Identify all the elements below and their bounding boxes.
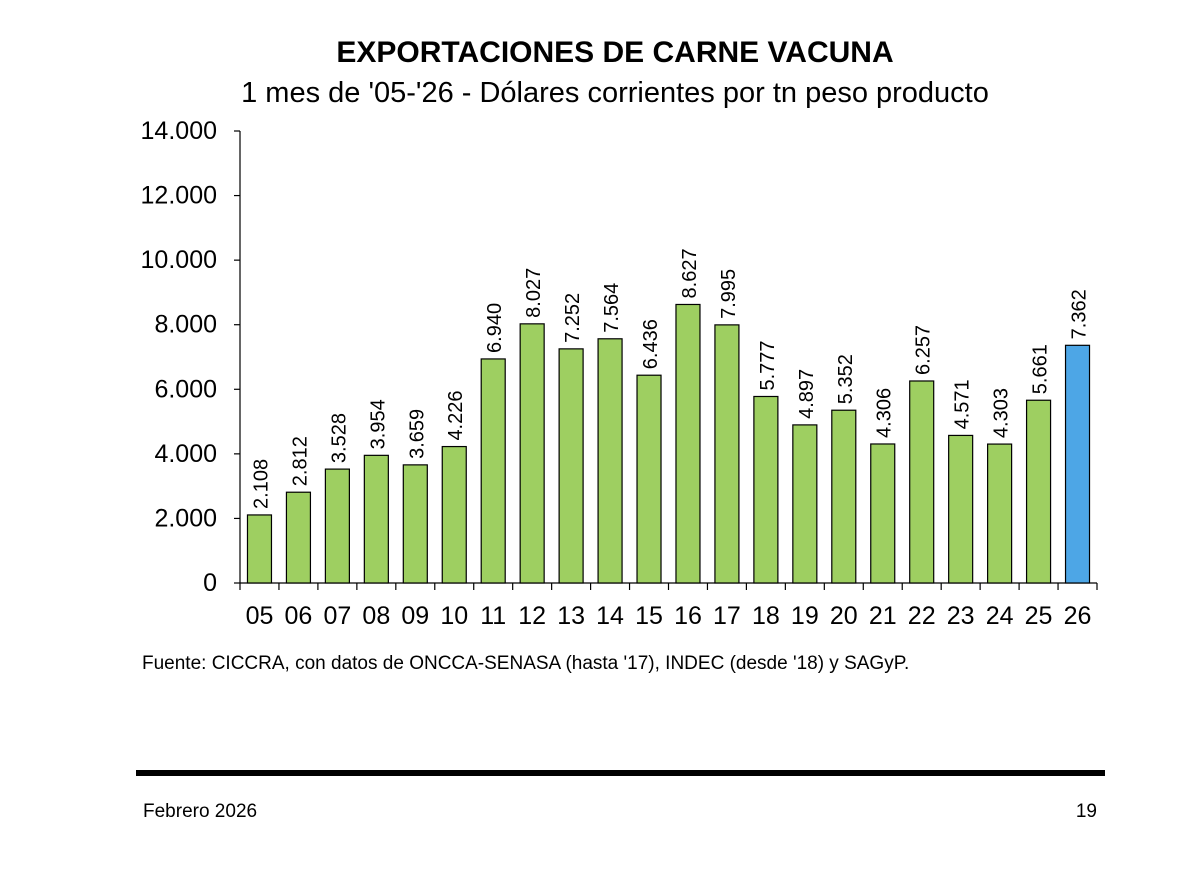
data-label: 5.352 bbox=[835, 354, 857, 404]
x-tick-label: 14 bbox=[596, 602, 624, 630]
data-label: 7.252 bbox=[562, 293, 584, 343]
data-label: 4.571 bbox=[952, 379, 974, 429]
chart-subtitle: 1 mes de '05-'26 - Dólares corrientes po… bbox=[241, 77, 989, 109]
x-tick-label: 19 bbox=[791, 602, 819, 630]
bar-22 bbox=[909, 380, 935, 584]
bar-07 bbox=[324, 468, 350, 584]
footer-date: Febrero 2026 bbox=[143, 801, 258, 822]
data-label: 7.564 bbox=[601, 283, 623, 333]
x-tick-label: 08 bbox=[362, 602, 390, 630]
data-label: 6.257 bbox=[913, 325, 935, 375]
x-tick-label: 26 bbox=[1064, 602, 1092, 630]
chart-title: EXPORTACIONES DE CARNE VACUNA bbox=[336, 36, 894, 69]
data-label: 8.027 bbox=[523, 268, 545, 318]
y-tick-label: 0 bbox=[203, 569, 217, 597]
bar-19 bbox=[792, 424, 818, 584]
data-label: 6.940 bbox=[484, 303, 506, 353]
bar-16 bbox=[675, 303, 701, 584]
bar-18 bbox=[753, 395, 779, 584]
x-tick-label: 10 bbox=[440, 602, 468, 630]
data-label: 4.306 bbox=[874, 388, 896, 438]
data-label: 2.108 bbox=[250, 459, 272, 509]
bar-09 bbox=[402, 464, 428, 584]
y-tick-label: 4.000 bbox=[154, 440, 217, 468]
y-tick-label: 6.000 bbox=[154, 375, 217, 403]
chart-labels: 0 2.000 4.000 6.000 8.000 10.000 12.000 14.000 0… bbox=[141, 117, 1092, 630]
bar-06 bbox=[285, 491, 312, 584]
data-label: 3.954 bbox=[367, 399, 389, 449]
x-tick-label: 09 bbox=[401, 602, 429, 630]
x-tick-label: 22 bbox=[908, 602, 936, 630]
data-label: 4.303 bbox=[991, 388, 1013, 438]
y-tick-label: 10.000 bbox=[141, 246, 217, 274]
data-label: 3.659 bbox=[406, 409, 428, 459]
bar-15 bbox=[636, 374, 662, 584]
data-label: 3.528 bbox=[328, 413, 350, 463]
bar-05 bbox=[246, 514, 273, 584]
x-tick-label: 18 bbox=[752, 602, 780, 630]
x-tick-label: 12 bbox=[518, 602, 546, 630]
y-tick-label: 14.000 bbox=[141, 117, 217, 145]
bar-13 bbox=[558, 348, 584, 584]
bar-10 bbox=[441, 445, 467, 584]
x-tick-label: 16 bbox=[674, 602, 702, 630]
data-label: 7.995 bbox=[718, 269, 740, 319]
x-tick-label: 20 bbox=[830, 602, 858, 630]
bar-20 bbox=[831, 409, 857, 584]
x-tick-label: 11 bbox=[480, 602, 506, 630]
bar-14 bbox=[597, 338, 623, 584]
x-tick-label: 23 bbox=[947, 602, 975, 630]
x-tick-label: 13 bbox=[557, 602, 585, 630]
data-label: 8.627 bbox=[679, 248, 701, 298]
bar-08 bbox=[363, 454, 389, 584]
page-number: 19 bbox=[1075, 801, 1097, 822]
bar-17 bbox=[714, 324, 740, 584]
data-label: 6.436 bbox=[640, 319, 662, 369]
y-tick-label: 12.000 bbox=[141, 182, 217, 210]
x-tick-label: 05 bbox=[246, 602, 274, 630]
bar-chart: 0 2.000 4.000 6.000 8.000 10.000 12.000 14.000 0… bbox=[141, 117, 1098, 630]
x-tick-label: 21 bbox=[869, 602, 897, 630]
x-tick-label: 06 bbox=[285, 602, 313, 630]
data-label: 4.897 bbox=[796, 369, 818, 419]
data-label: 2.812 bbox=[289, 436, 311, 486]
x-tick-label: 07 bbox=[323, 602, 351, 630]
data-label: 5.661 bbox=[1030, 344, 1052, 394]
bar-26 bbox=[1064, 344, 1091, 584]
x-tick-label: 17 bbox=[713, 602, 741, 630]
x-tick-label: 25 bbox=[1025, 602, 1053, 630]
x-tick-label: 15 bbox=[635, 602, 663, 630]
chart-bars bbox=[246, 303, 1091, 584]
bar-24 bbox=[987, 443, 1013, 584]
bar-21 bbox=[870, 443, 896, 584]
data-label: 5.777 bbox=[757, 340, 779, 390]
footer-divider bbox=[136, 770, 1105, 776]
bar-25 bbox=[1025, 399, 1052, 584]
y-tick-label: 8.000 bbox=[154, 311, 217, 339]
data-label: 7.362 bbox=[1069, 289, 1091, 339]
bar-12 bbox=[519, 323, 545, 584]
data-label: 4.226 bbox=[445, 390, 467, 440]
y-tick-label: 2.000 bbox=[154, 504, 217, 532]
x-tick-label: 24 bbox=[986, 602, 1014, 630]
source-note: Fuente: CICCRA, con datos de ONCCA-SENAS… bbox=[142, 653, 910, 674]
bar-11 bbox=[480, 358, 506, 584]
bar-23 bbox=[948, 434, 974, 584]
